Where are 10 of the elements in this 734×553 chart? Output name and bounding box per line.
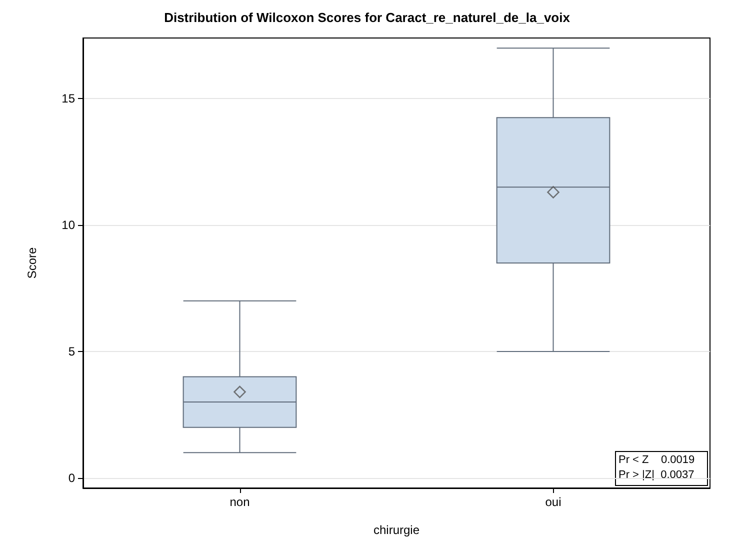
chart-title: Distribution of Wilcoxon Scores for Caract_re_naturel_de_la_voix xyxy=(164,10,571,25)
x-axis-title: chirurgie xyxy=(373,523,420,537)
y-tick-label: 10 xyxy=(62,218,76,232)
y-tick-label: 0 xyxy=(68,470,76,485)
y-tick-label: 5 xyxy=(68,344,76,358)
x-tick-label: non xyxy=(230,495,250,509)
annotation: Pr < Z 0.0019 xyxy=(618,454,695,466)
y-tick-label: 15 xyxy=(62,92,76,106)
y-axis-title: Score xyxy=(25,247,39,279)
x-tick-label: oui xyxy=(545,495,562,509)
